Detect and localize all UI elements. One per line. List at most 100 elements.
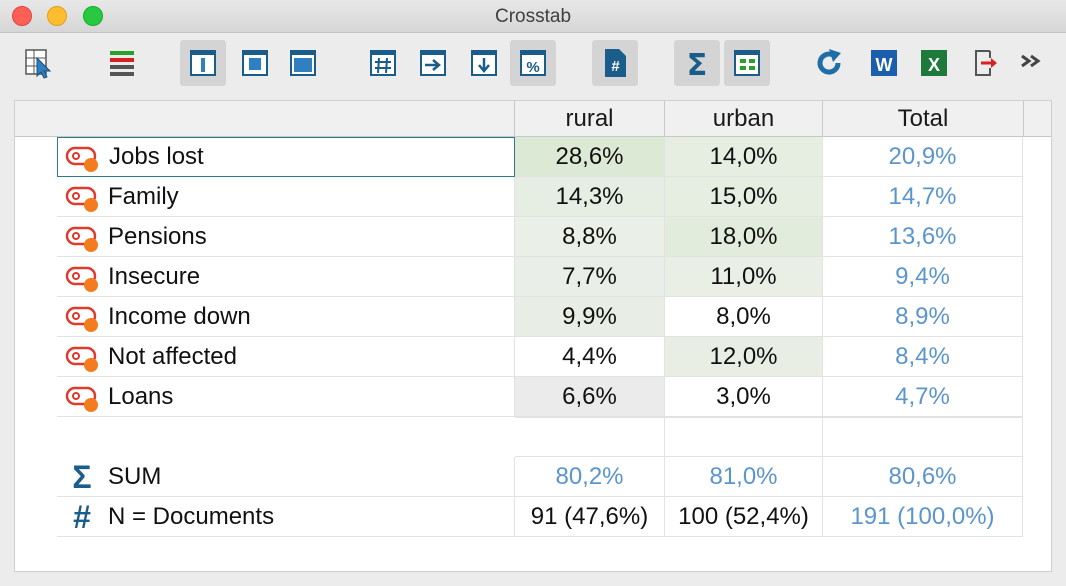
cell-total[interactable]: 4,7% [823, 377, 1023, 417]
row-label[interactable]: Family [57, 177, 515, 217]
column-percent-button[interactable] [461, 40, 507, 86]
window-title: Crosstab [494, 6, 572, 27]
crosstab-table: rural urban Total Jobs lost 28,6% 14,0% 20,… [14, 100, 1052, 572]
svg-text:W: W [876, 55, 893, 75]
cell-urban[interactable]: 3,0% [665, 377, 823, 417]
code-list-button[interactable] [99, 40, 145, 86]
row-percent-button[interactable] [410, 40, 456, 86]
cell-rural[interactable]: 7,7% [515, 257, 665, 297]
row-label[interactable]: Jobs lost [57, 137, 515, 177]
percent-icon: % [520, 50, 546, 76]
cell-rural[interactable]: 28,6% [515, 137, 665, 177]
arrow-right-icon [420, 50, 446, 76]
sum-button[interactable]: Σ [674, 40, 720, 86]
box-layout-icon [242, 50, 268, 76]
cell-urban[interactable]: 12,0% [665, 337, 823, 377]
table-cursor-icon [25, 49, 52, 79]
double-chevron-icon [1021, 54, 1041, 68]
table-row: Not affected 4,4% 12,0% 8,4% [15, 337, 1051, 377]
cell-urban[interactable]: 8,0% [665, 297, 823, 337]
row-label[interactable]: Loans [57, 377, 515, 417]
maximize-window-button[interactable] [83, 6, 103, 26]
column-header-rural[interactable]: rural [515, 101, 665, 137]
column-header-total[interactable]: Total [823, 101, 1024, 137]
document-hash-icon: # [605, 49, 626, 77]
close-window-button[interactable] [12, 6, 32, 26]
code-icon [65, 225, 101, 253]
cell-rural[interactable]: 4,4% [515, 337, 665, 377]
layout-full-button[interactable] [280, 40, 326, 86]
layout-column-button[interactable] [180, 40, 226, 86]
minimize-window-button[interactable] [47, 6, 67, 26]
cell-urban[interactable]: 14,0% [665, 137, 823, 177]
grid-hash-icon [370, 50, 396, 76]
svg-text:X: X [928, 55, 940, 75]
cell-urban[interactable]: 11,0% [665, 257, 823, 297]
cell-rural[interactable]: 8,8% [515, 217, 665, 257]
title-bar: Crosstab [0, 0, 1066, 33]
cell-total[interactable]: 9,4% [823, 257, 1023, 297]
cell-total[interactable]: 14,7% [823, 177, 1023, 217]
export-word-button[interactable]: W [861, 40, 907, 86]
column-header-urban[interactable]: urban [665, 101, 823, 137]
document-count-button[interactable]: # [592, 40, 638, 86]
cell-total[interactable]: 20,9% [823, 137, 1023, 177]
row-label[interactable]: Pensions [57, 217, 515, 257]
code-icon [65, 145, 101, 173]
n-documents-total[interactable]: 191 (100,0%) [823, 497, 1023, 537]
cell-rural[interactable]: 14,3% [515, 177, 665, 217]
code-icon [65, 265, 101, 293]
sigma-icon: Σ [687, 48, 708, 79]
code-icon [65, 305, 101, 333]
cell-total[interactable]: 13,6% [823, 217, 1023, 257]
layout-box-button[interactable] [232, 40, 278, 86]
row-label[interactable]: Insecure [57, 257, 515, 297]
table-row: Income down 9,9% 8,0% 8,9% [15, 297, 1051, 337]
export-excel-button[interactable]: X [911, 40, 957, 86]
spacer-cell [515, 417, 665, 457]
row-label[interactable]: Income down [57, 297, 515, 337]
table-row: Pensions 8,8% 18,0% 13,6% [15, 217, 1051, 257]
spacer-cell [823, 417, 1023, 457]
cell-rural[interactable]: 6,6% [515, 377, 665, 417]
svg-text:%: % [526, 59, 539, 76]
cell-rural[interactable]: 9,9% [515, 297, 665, 337]
n-documents-urban[interactable]: 100 (52,4%) [665, 497, 823, 537]
cell-total[interactable]: 8,9% [823, 297, 1023, 337]
toolbar: % # Σ W X [0, 33, 1066, 93]
row-label[interactable]: Not affected [57, 337, 515, 377]
sum-total[interactable]: 80,6% [823, 457, 1023, 497]
cell-urban[interactable]: 18,0% [665, 217, 823, 257]
cell-urban[interactable]: 15,0% [665, 177, 823, 217]
excel-icon: X [921, 50, 947, 76]
code-icon [65, 185, 101, 213]
export-button[interactable] [963, 40, 1009, 86]
colored-bars-icon [110, 51, 134, 76]
cell-total[interactable]: 8,4% [823, 337, 1023, 377]
arrow-down-icon [471, 50, 497, 76]
heatmap-button[interactable] [724, 40, 770, 86]
spacer-cell [665, 417, 823, 457]
sum-label: SUM [57, 457, 515, 497]
export-icon [975, 50, 997, 76]
table-row: Jobs lost 28,6% 14,0% 20,9% [15, 137, 1051, 177]
refresh-button[interactable] [806, 40, 852, 86]
sum-urban[interactable]: 81,0% [665, 457, 823, 497]
sum-row: Σ SUM 80,2% 81,0% 80,6% [15, 457, 1051, 497]
hash-icon: # [73, 498, 91, 535]
absolute-frequency-button[interactable] [360, 40, 406, 86]
total-percent-button[interactable]: % [510, 40, 556, 86]
sum-rural[interactable]: 80,2% [515, 457, 665, 497]
svg-text:Σ: Σ [687, 48, 708, 79]
header-corner [15, 101, 515, 137]
word-icon: W [871, 50, 897, 76]
n-documents-label: N = Documents [57, 497, 515, 537]
full-layout-icon [290, 50, 316, 76]
code-icon [65, 345, 101, 373]
n-documents-rural[interactable]: 91 (47,6%) [515, 497, 665, 537]
header-filler [1024, 101, 1051, 137]
sigma-icon: Σ [72, 458, 92, 495]
select-documents-button[interactable] [16, 40, 62, 86]
more-button[interactable] [1008, 40, 1054, 86]
column-layout-icon [190, 50, 216, 76]
